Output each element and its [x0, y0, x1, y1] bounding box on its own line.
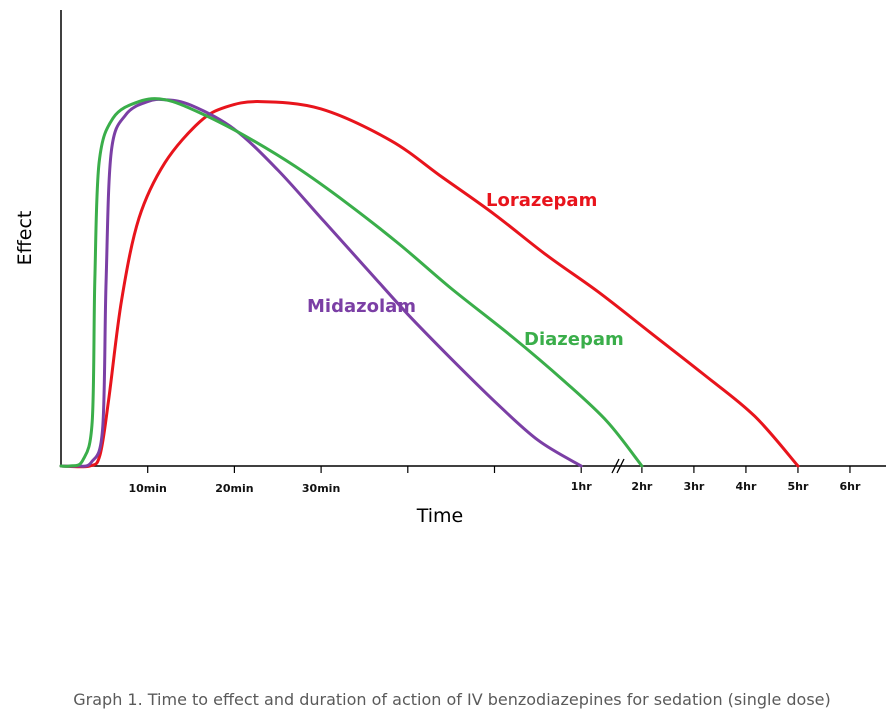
series-line-lorazepam: [59, 100, 800, 469]
series-label-diazepam: Diazepam: [524, 329, 624, 350]
x-tick-label: 5hr: [787, 480, 808, 493]
x-tick-label: 3hr: [683, 480, 704, 493]
x-axis-break-icon: [611, 458, 625, 474]
series-label-lorazepam: Lorazepam: [486, 190, 597, 211]
series-line-diazepam: [59, 97, 644, 468]
y-axis-title: Effect: [14, 211, 36, 266]
figure-caption: Graph 1. Time to effect and duration of …: [73, 690, 831, 709]
x-tick-label: 10min: [129, 482, 167, 495]
x-axis-title: Time: [416, 505, 464, 527]
series-label-midazolam: Midazolam: [307, 296, 416, 317]
x-tick-label: 2hr: [631, 480, 652, 493]
x-tick-label: 30min: [302, 482, 340, 495]
x-axis-ticks: 10min 20min 30min 1hr 2hr 3hr 4hr 5hr 6hr: [129, 466, 861, 495]
benzodiazepine-effect-chart: 10min 20min 30min 1hr 2hr 3hr 4hr 5hr 6hr Time E…: [14, 10, 886, 527]
x-tick-label: 6hr: [840, 480, 861, 493]
x-tick-label: 20min: [215, 482, 253, 495]
x-tick-label: 1hr: [571, 480, 592, 493]
series-line-midazolam: [59, 97, 583, 468]
series-lines: [59, 97, 800, 469]
x-tick-label: 4hr: [735, 480, 756, 493]
